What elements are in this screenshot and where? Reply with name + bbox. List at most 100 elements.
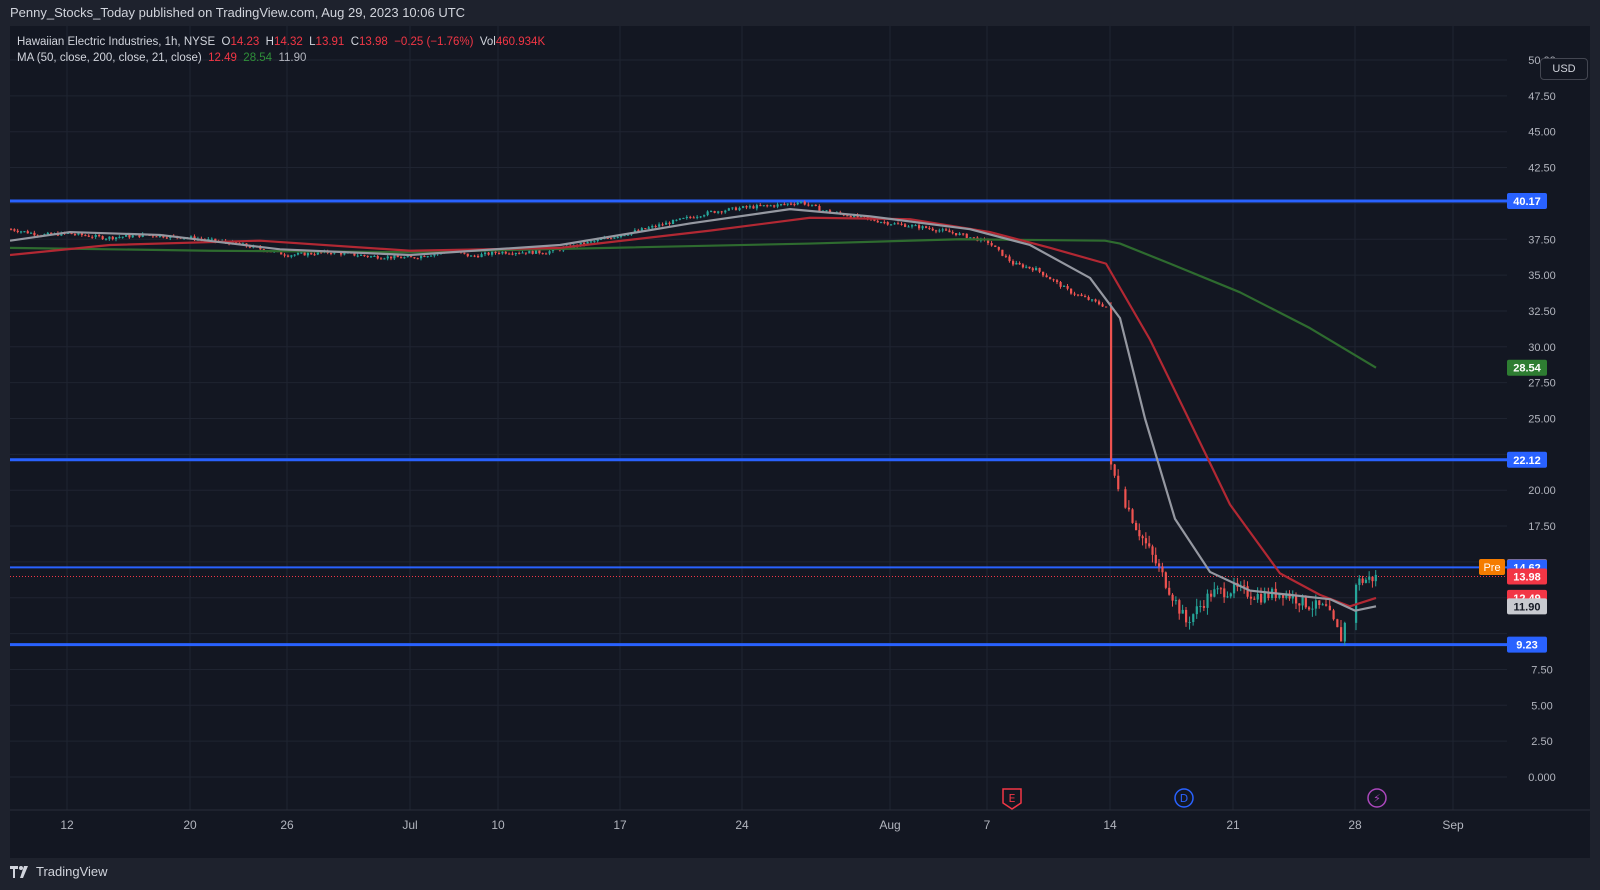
- candle-body: [1210, 593, 1213, 597]
- chart-panel[interactable]: 50.0047.5045.0042.5037.5035.0032.5030.00…: [10, 26, 1590, 858]
- candle-body: [290, 255, 293, 257]
- candle-body: [994, 245, 997, 248]
- price-tick-label: 35.00: [1528, 270, 1556, 282]
- candle-body: [1364, 579, 1368, 583]
- candle-body: [689, 216, 692, 218]
- volume-label: Vol: [479, 36, 496, 48]
- price-chart[interactable]: 50.0047.5045.0042.5037.5035.0032.5030.00…: [10, 26, 1590, 858]
- footer-brand[interactable]: TradingView: [10, 864, 108, 879]
- price-tick-label: 45.00: [1528, 127, 1556, 139]
- price-tick-label: 0.000: [1528, 772, 1556, 784]
- price-axis: 50.0047.5045.0042.5037.5035.0032.5030.00…: [1479, 55, 1556, 784]
- candle-body: [306, 252, 310, 256]
- dividend-marker-label: D: [1180, 792, 1188, 805]
- candle-body: [1124, 489, 1127, 508]
- candle-body: [941, 229, 944, 231]
- candle-body: [1263, 592, 1266, 603]
- candle-body: [316, 251, 319, 255]
- candle-body: [880, 222, 883, 224]
- ma-legend-label: MA (50, close, 200, close, 21, close): [17, 52, 202, 64]
- candle-body: [410, 256, 413, 258]
- candle-body: [403, 257, 406, 259]
- candle-body: [1295, 595, 1298, 604]
- candle-body: [1332, 610, 1335, 620]
- price-tick-label: 32.50: [1528, 306, 1556, 318]
- candle-body: [951, 232, 954, 234]
- candle-body: [310, 252, 313, 255]
- candle-body: [1056, 280, 1059, 283]
- candle-body: [248, 246, 252, 248]
- candle-body: [190, 236, 193, 238]
- candle-body: [80, 233, 84, 236]
- candle-body: [734, 207, 738, 211]
- candle-body: [541, 253, 544, 255]
- candle-body: [430, 255, 433, 257]
- candle-body: [803, 201, 806, 205]
- candle-body: [1008, 256, 1011, 262]
- candle-body: [1216, 588, 1219, 590]
- candle-body: [30, 232, 33, 234]
- candle-body: [360, 254, 363, 256]
- candle-body: [1223, 588, 1226, 598]
- candle-body: [1178, 600, 1181, 614]
- candles: [10, 200, 1377, 646]
- candle-body: [484, 252, 487, 255]
- candle-body: [616, 236, 619, 238]
- candle-body: [487, 252, 490, 255]
- price-badge-label: 9.23: [1516, 640, 1537, 652]
- candle-body: [644, 228, 647, 230]
- candle-body: [790, 203, 793, 205]
- candle-body: [1077, 294, 1080, 296]
- candle-body: [811, 204, 814, 206]
- candle-body: [26, 231, 29, 234]
- candle-body: [893, 223, 896, 225]
- price-badge: [1507, 451, 1547, 468]
- candle-body: [849, 216, 852, 218]
- candle-body: [786, 203, 789, 205]
- candle-body: [1110, 306, 1113, 465]
- candle-body: [945, 229, 948, 231]
- candle-body: [969, 237, 972, 239]
- candle-body: [491, 251, 494, 255]
- candle-body: [633, 230, 637, 233]
- candle-body: [748, 206, 752, 208]
- price-tick-label: 5.00: [1531, 700, 1552, 712]
- candle-body: [997, 247, 1000, 250]
- candle-body: [1042, 271, 1045, 276]
- candle-body: [1336, 619, 1339, 628]
- candle-body: [420, 255, 423, 259]
- candle-body: [1052, 279, 1055, 281]
- candle-body: [1117, 475, 1120, 490]
- candle-body: [528, 250, 531, 254]
- candle-body: [548, 251, 551, 254]
- candle-body: [717, 211, 720, 213]
- candle-body: [706, 211, 709, 216]
- candle-body: [938, 230, 941, 232]
- candle-body: [363, 254, 366, 256]
- candle-body: [91, 236, 94, 238]
- candle-body: [783, 204, 786, 206]
- event-markers: E D ⚡: [1002, 788, 1387, 810]
- candle-body: [1256, 594, 1259, 600]
- candle-body: [1171, 594, 1174, 601]
- price-tick-label: 37.50: [1528, 234, 1556, 246]
- candle-body: [1035, 267, 1038, 271]
- candle-body: [883, 222, 886, 224]
- currency-button[interactable]: USD: [1540, 58, 1588, 80]
- candle-body: [1105, 306, 1108, 308]
- candle-body: [10, 229, 13, 231]
- candle-body: [1161, 566, 1164, 573]
- candle-body: [101, 236, 104, 240]
- candle-body: [1094, 299, 1097, 302]
- price-tick-label: 42.50: [1528, 163, 1556, 175]
- open-label: O: [221, 36, 231, 48]
- candle-body: [1127, 507, 1131, 510]
- candle-body: [1001, 249, 1004, 256]
- candle-body: [685, 216, 688, 218]
- candle-body: [1091, 299, 1094, 301]
- candle-body: [1314, 600, 1317, 609]
- candle-body: [1084, 296, 1087, 298]
- candle-body: [280, 251, 283, 255]
- candle-body: [376, 256, 379, 259]
- candle-body: [696, 216, 699, 218]
